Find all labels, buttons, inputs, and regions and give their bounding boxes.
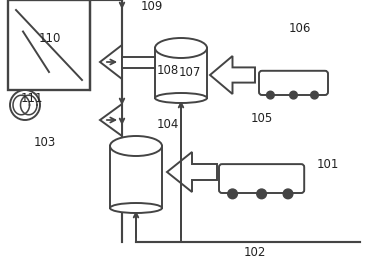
Text: 101: 101 <box>317 157 339 171</box>
Bar <box>155 48 207 98</box>
Polygon shape <box>100 45 122 79</box>
Text: 105: 105 <box>251 111 273 125</box>
Bar <box>122 57 155 67</box>
Ellipse shape <box>155 93 207 103</box>
Bar <box>110 146 162 208</box>
Ellipse shape <box>155 38 207 58</box>
Circle shape <box>257 189 266 199</box>
Circle shape <box>10 90 40 120</box>
Circle shape <box>266 91 274 99</box>
Text: 103: 103 <box>34 136 56 148</box>
Circle shape <box>228 189 237 199</box>
Text: 108: 108 <box>157 64 179 76</box>
FancyBboxPatch shape <box>259 71 328 95</box>
Polygon shape <box>210 56 255 94</box>
Circle shape <box>290 91 297 99</box>
Bar <box>8 0 90 90</box>
Polygon shape <box>100 104 122 136</box>
FancyBboxPatch shape <box>219 164 304 193</box>
Text: 111: 111 <box>21 92 43 104</box>
Ellipse shape <box>110 203 162 213</box>
Text: 102: 102 <box>244 246 266 258</box>
Text: 104: 104 <box>157 118 179 132</box>
Text: 109: 109 <box>141 1 163 13</box>
Text: 107: 107 <box>179 66 201 78</box>
Ellipse shape <box>110 136 162 156</box>
Polygon shape <box>167 152 217 192</box>
Text: 106: 106 <box>289 22 311 34</box>
Circle shape <box>311 91 318 99</box>
Text: 110: 110 <box>39 32 61 45</box>
Circle shape <box>283 189 293 199</box>
